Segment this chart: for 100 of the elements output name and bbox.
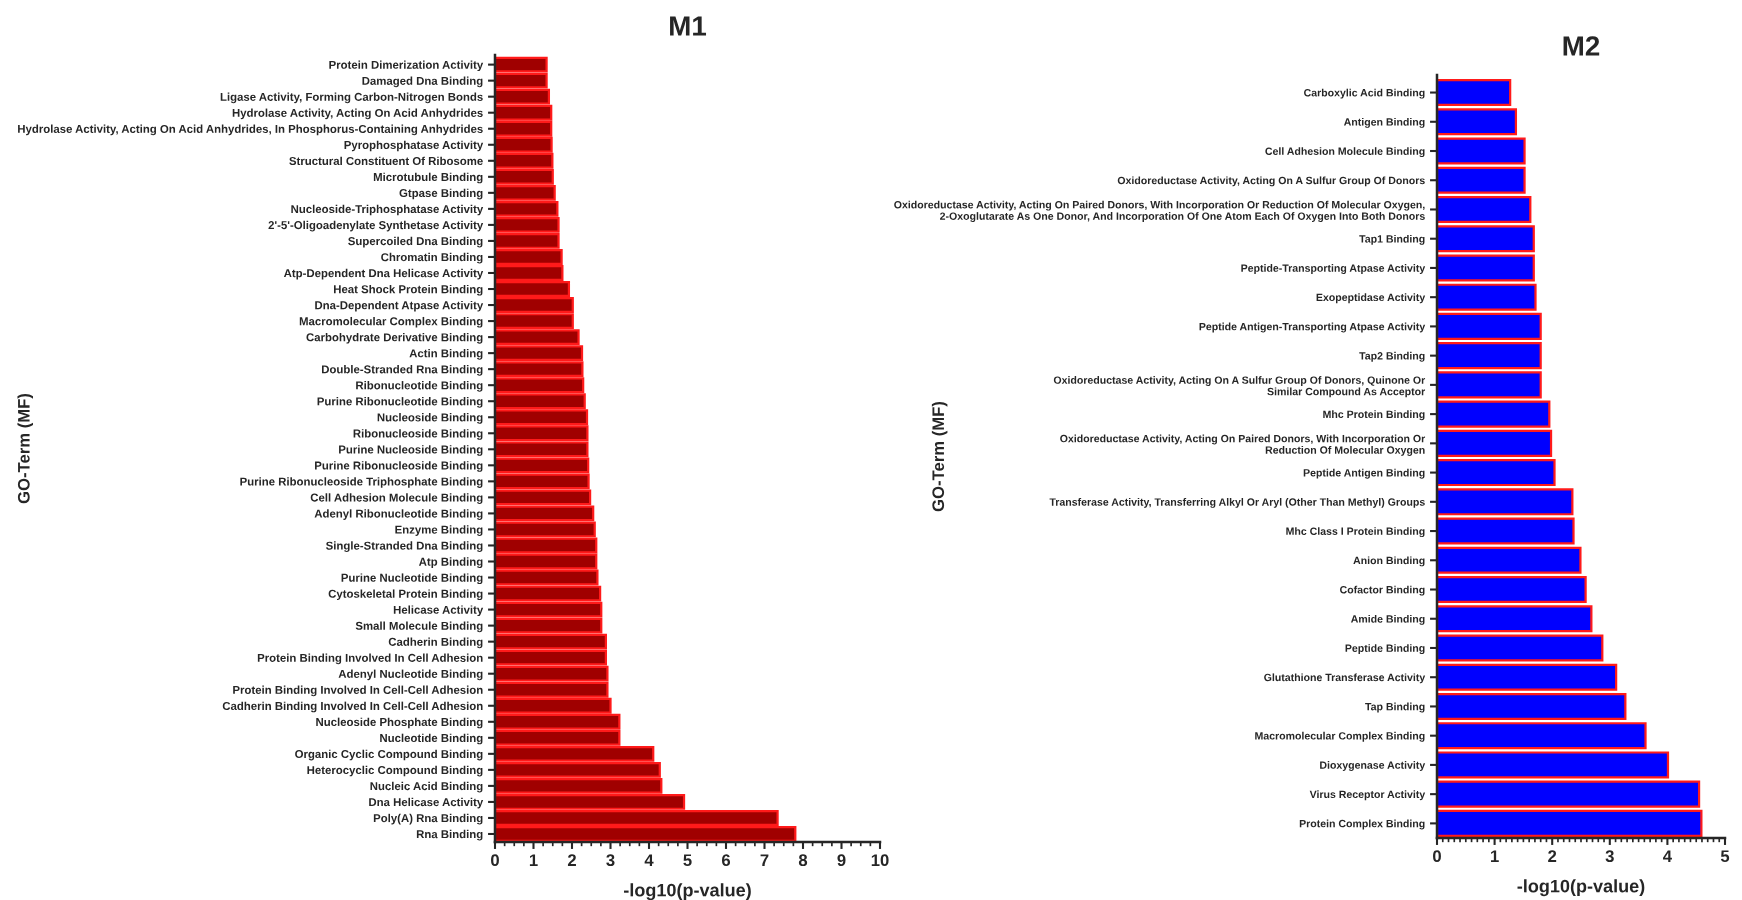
x-tick-label: 6 bbox=[721, 854, 731, 867]
x-tick-label: 10 bbox=[871, 854, 889, 867]
x-tick-label: 0 bbox=[1433, 850, 1441, 863]
y-tick-label: Ligase Activity, Forming Carbon-Nitrogen Bonds bbox=[220, 92, 483, 104]
y-tick-label: Nucleotide Binding bbox=[380, 733, 483, 745]
y-tick-label: Adenyl Nucleotide Binding bbox=[338, 669, 483, 681]
x-tick-label: 2 bbox=[1548, 850, 1557, 862]
bar bbox=[1437, 108, 1518, 136]
bar bbox=[1437, 692, 1627, 720]
y-tick-label: Structural Constituent Of Ribosome bbox=[289, 156, 483, 166]
bar bbox=[1437, 283, 1537, 311]
bar bbox=[1437, 634, 1604, 662]
x-tick-label: 3 bbox=[1605, 850, 1614, 863]
y-tick-label: Gtpase Binding bbox=[399, 188, 483, 200]
y-tick-label: Mhc Class I Protein Binding bbox=[1286, 527, 1425, 538]
y-tick-label: Adenyl Ribonucleotide Binding bbox=[314, 509, 483, 520]
y-tick-label: Double-Stranded Rna Binding bbox=[322, 365, 483, 376]
bar bbox=[1437, 166, 1526, 194]
y-tick-label: Tap2 Binding bbox=[1359, 351, 1425, 362]
y-axis-title: GO-Term (MF) bbox=[931, 401, 948, 512]
y-tick-label: Nucleoside Binding bbox=[377, 413, 483, 424]
x-tick-label: 7 bbox=[760, 854, 769, 866]
y-tick-label: Macromolecular Complex Binding bbox=[299, 316, 483, 328]
bar bbox=[1437, 459, 1556, 487]
bar bbox=[1437, 663, 1618, 691]
y-tick-label: Dna-Dependent Atpase Activity bbox=[315, 300, 484, 312]
y-tick-label: Tap1 Binding bbox=[1359, 234, 1425, 245]
y-tick-label: Macromolecular Complex Binding bbox=[1255, 731, 1425, 742]
y-tick-label: Protein Binding Involved In Cell Adhesion bbox=[257, 653, 483, 665]
y-tick-label: Peptide-Transporting Atpase Activity bbox=[1241, 264, 1426, 274]
y-tick-label: Atp-Dependent Dna Helicase Activity bbox=[283, 268, 484, 280]
x-tick-label: 2 bbox=[567, 854, 576, 866]
y-tick-label: Cadherin Binding bbox=[388, 637, 483, 649]
y-tick-label: Ribonucleoside Binding bbox=[353, 429, 483, 440]
x-tick-label: 0 bbox=[491, 854, 499, 867]
bar bbox=[1437, 517, 1575, 545]
y-tick-label: Heat Shock Protein Binding bbox=[334, 284, 483, 296]
y-tick-label: Chromatin Binding bbox=[381, 252, 483, 264]
x-axis-title: -log10(p-value) bbox=[1517, 879, 1645, 897]
y-tick-label: Peptide Binding bbox=[1345, 644, 1425, 655]
chart-title: M2 bbox=[1563, 36, 1600, 56]
bar bbox=[1437, 575, 1587, 604]
y-tick-label: Actin Binding bbox=[409, 349, 483, 360]
y-tick-label: Transferase Activity, Transferring Alkyl Or Aryl (Other Than Methyl) Groups bbox=[1049, 497, 1425, 508]
y-tick-label: Nucleic Acid Binding bbox=[370, 781, 483, 793]
y-tick-label: Protein Binding Involved In Cell-Cell Adhesion bbox=[233, 685, 483, 697]
x-tick-label: 4 bbox=[1663, 850, 1672, 862]
y-tick-label: Anion Binding bbox=[1353, 556, 1425, 567]
bar bbox=[1437, 722, 1647, 750]
y-tick-label: Helicase Activity bbox=[393, 605, 484, 617]
y-tick-label: Single-Stranded Dna Binding bbox=[325, 541, 483, 553]
y-tick-label: Purine Ribonucleoside Triphosphate Binding bbox=[240, 477, 483, 488]
y-tick-label: Oxidoreductase Activity, Acting On A Sulfur Group Of Donors, Quinone Or Similar Compound As Acceptor bbox=[1053, 376, 1426, 398]
x-tick-label: 3 bbox=[606, 854, 615, 867]
y-axis-title: GO-Term (MF) bbox=[17, 393, 33, 504]
y-tick-label: Purine Nucleotide Binding bbox=[341, 573, 483, 585]
x-tick-label: 5 bbox=[1720, 850, 1730, 863]
bar bbox=[1437, 79, 1512, 107]
y-tick-label: Hydrolase Activity, Acting On Acid Anhydrides bbox=[232, 108, 483, 120]
y-tick-label: Purine Ribonucleotide Binding bbox=[317, 397, 483, 408]
x-axis-title: -log10(p-value) bbox=[624, 883, 751, 900]
y-tick-label: Purine Ribonucleoside Binding bbox=[315, 461, 483, 472]
y-tick-label: Poly(A) Rna Binding bbox=[373, 813, 483, 825]
x-tick-label: 5 bbox=[683, 854, 692, 867]
y-tick-label: Ribonucleotide Binding bbox=[356, 381, 483, 392]
bar bbox=[1437, 751, 1670, 779]
x-tick-label: 1 bbox=[1491, 850, 1499, 862]
bar bbox=[1437, 342, 1542, 370]
y-tick-label: Damaged Dna Binding bbox=[362, 76, 483, 88]
x-tick-label: 9 bbox=[837, 854, 846, 867]
y-tick-label: Purine Nucleoside Binding bbox=[339, 445, 483, 456]
y-tick-label: Atp Binding bbox=[418, 557, 483, 569]
y-tick-label: Carboxylic Acid Binding bbox=[1304, 88, 1425, 99]
y-tick-label: Peptide Antigen Binding bbox=[1303, 468, 1425, 479]
bar bbox=[1437, 429, 1553, 457]
bar bbox=[1437, 809, 1703, 837]
y-tick-label: Cofactor Binding bbox=[1340, 585, 1425, 596]
y-tick-label: Microtubule Binding bbox=[373, 172, 483, 184]
x-tick-label: 4 bbox=[644, 854, 654, 866]
y-tick-label: Tap Binding bbox=[1365, 702, 1425, 713]
y-tick-label: Mhc Protein Binding bbox=[1323, 410, 1425, 421]
y-tick-label: 2'-5'-Oligoadenylate Synthetase Activity bbox=[268, 220, 484, 232]
y-tick-label: Oxidoreductase Activity, Acting On Paired Donors, With Incorporation Or Reduction Of Molecular Oxygen, 2-Oxoglutarate As One Donor, And Incorporation Of One Atom Each Of Oxygen Into Both Donors bbox=[894, 200, 1425, 223]
chart-title: M1 bbox=[670, 16, 707, 36]
y-tick-label: Cadherin Binding Involved In Cell-Cell Adhesion bbox=[222, 701, 483, 713]
y-tick-label: Oxidoreductase Activity, Acting On A Sulfur Group Of Donors bbox=[1117, 176, 1425, 187]
x-tick-label: 1 bbox=[529, 854, 538, 866]
bar bbox=[1437, 371, 1542, 399]
y-tick-label: Small Molecule Binding bbox=[355, 621, 483, 633]
y-tick-label: Nucleoside-Triphosphatase Activity bbox=[291, 204, 484, 216]
y-tick-label: Cell Adhesion Molecule Binding bbox=[310, 493, 483, 504]
bar bbox=[1437, 225, 1535, 253]
bar bbox=[1437, 137, 1526, 165]
bar bbox=[1437, 488, 1574, 516]
y-tick-label: Heterocyclic Compound Binding bbox=[307, 765, 483, 777]
bar bbox=[1437, 400, 1551, 428]
y-tick-label: Carbohydrate Derivative Binding bbox=[306, 332, 483, 344]
y-tick-label: Dna Helicase Activity bbox=[369, 797, 484, 809]
y-tick-label: Hydrolase Activity, Acting On Acid Anhydrides, In Phosphorus-Containing Anhydrides bbox=[18, 124, 483, 136]
y-tick-label: Protein Dimerization Activity bbox=[329, 60, 484, 72]
